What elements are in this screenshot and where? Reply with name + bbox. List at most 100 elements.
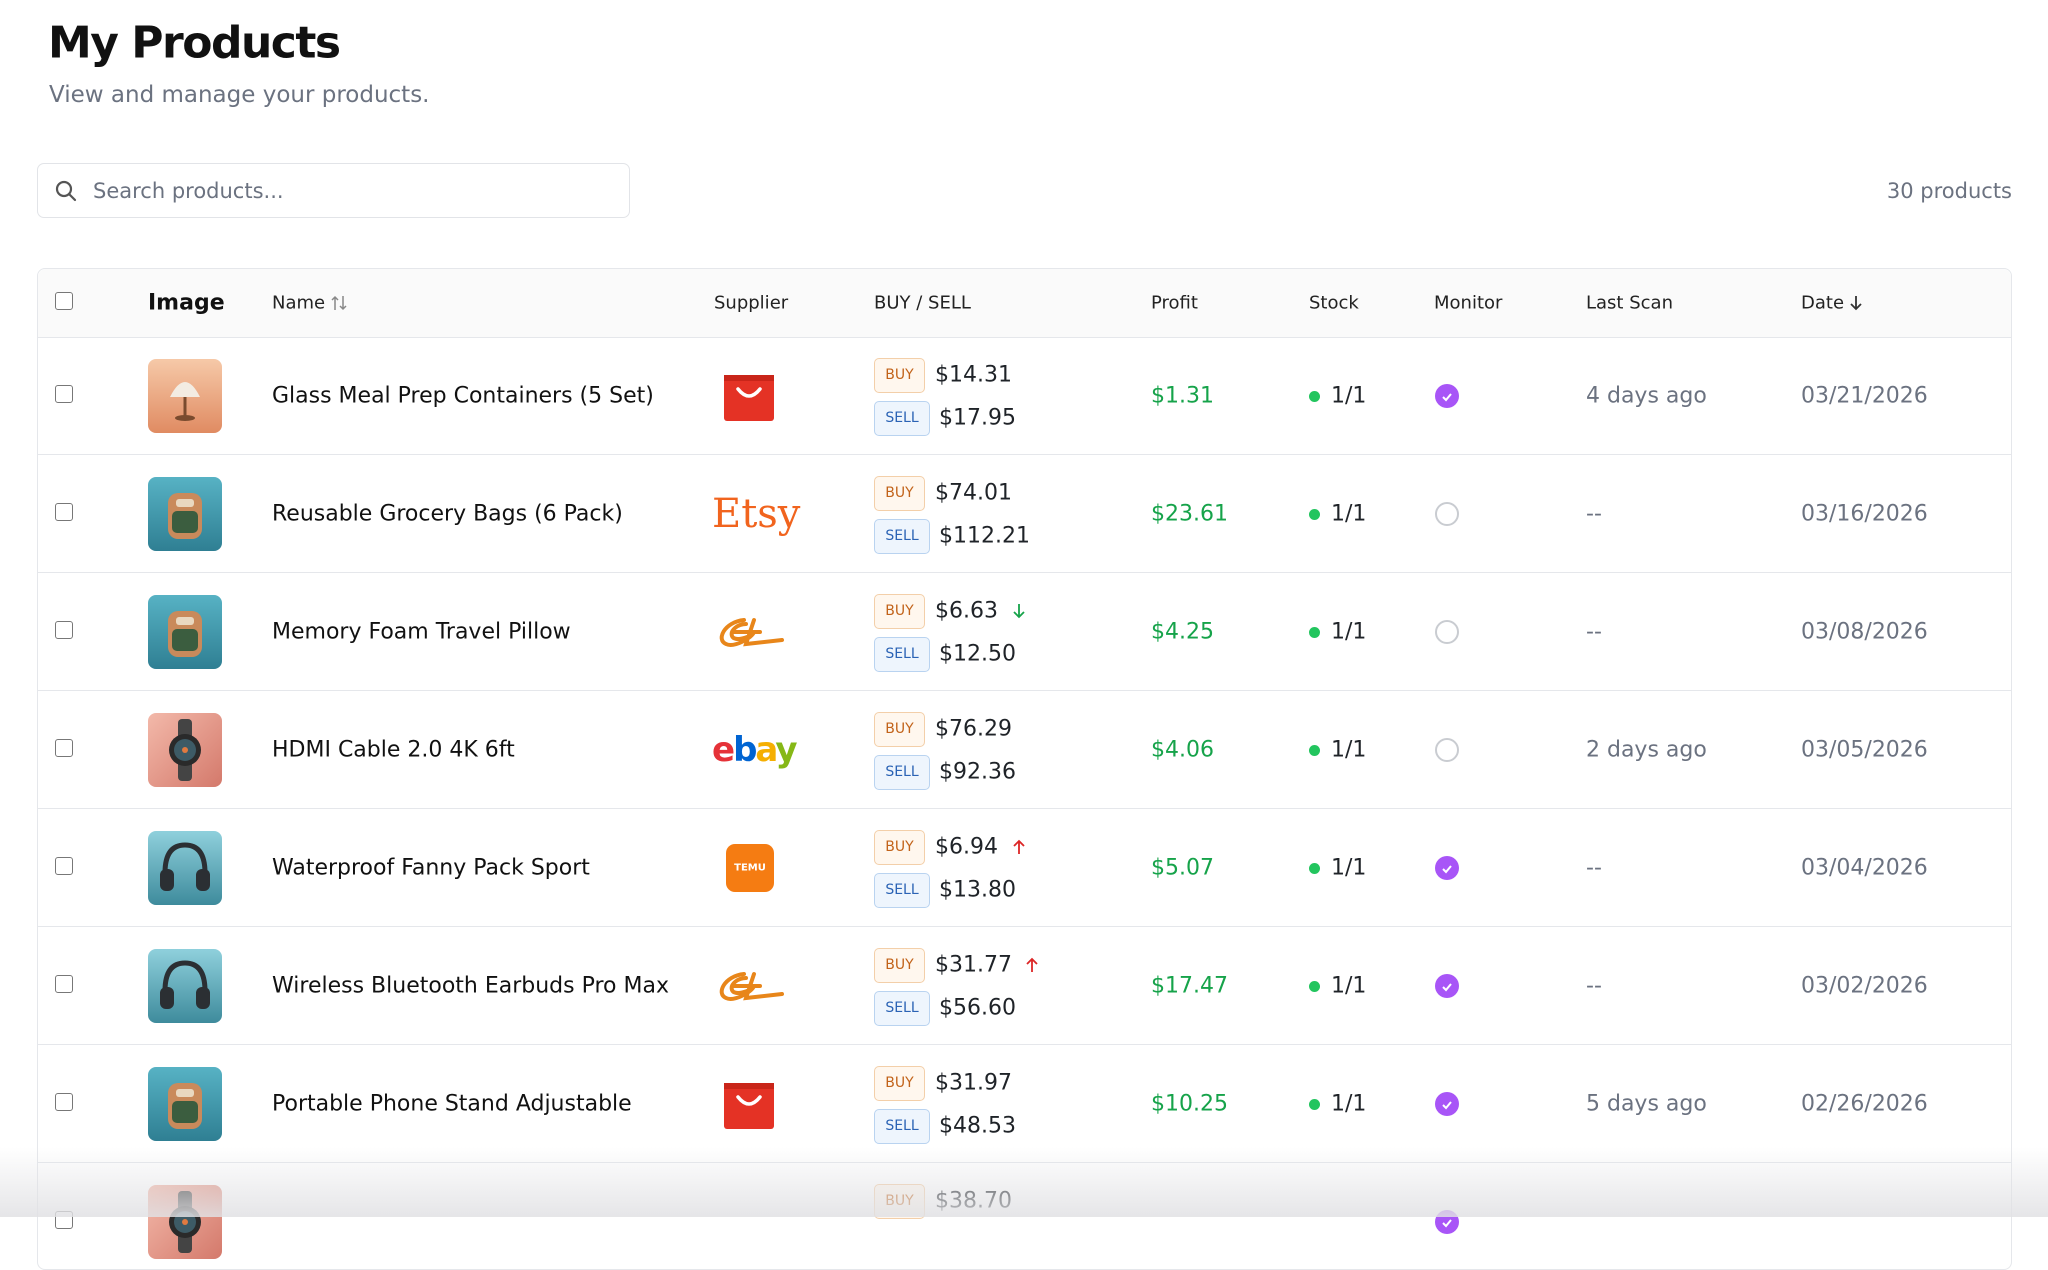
monitor-toggle[interactable]: [1435, 856, 1459, 880]
stock: 1/1: [1331, 383, 1367, 409]
product-name: Memory Foam Travel Pillow: [272, 619, 571, 645]
sell-price: $17.95: [939, 405, 1016, 431]
monitor-toggle[interactable]: [1435, 502, 1459, 526]
row-checkbox[interactable]: [55, 1093, 73, 1111]
column-header: BUY / SELL: [874, 292, 971, 314]
trend-arrow: [1012, 838, 1026, 860]
monitor-check-shape: [1442, 865, 1452, 874]
profit: $10.25: [1151, 1091, 1228, 1117]
product-image-shape: [172, 629, 198, 651]
monitor-toggle[interactable]: [1435, 974, 1459, 998]
stock-dot: [1309, 981, 1320, 992]
search-box[interactable]: [37, 163, 630, 218]
product-image: [148, 713, 222, 791]
supplier-logo-shape: [736, 1095, 762, 1106]
supplier-logo-text: TEMU: [734, 862, 766, 874]
monitor-check-graphic: [1442, 1101, 1452, 1110]
stock-dot: [1309, 863, 1320, 874]
column-header: Stock: [1309, 292, 1359, 314]
badge-label: BUY: [885, 603, 914, 619]
monitor-toggle[interactable]: [1435, 620, 1459, 644]
page-subtitle: View and manage your products.: [49, 82, 430, 108]
row-checkbox[interactable]: [55, 621, 73, 639]
stock: 1/1: [1331, 1091, 1367, 1117]
product-name: HDMI Cable 2.0 4K 6ft: [272, 737, 515, 763]
monitor-check-shape: [1442, 983, 1452, 992]
trend-arrow-graphic: [1013, 839, 1025, 854]
product-image-shape: [176, 617, 194, 625]
stock: 1/1: [1331, 855, 1367, 881]
column-header[interactable]: Date: [1801, 292, 1845, 314]
sort-icon-shape: [331, 295, 347, 311]
supplier-logo-shape: [724, 1083, 774, 1089]
row-checkbox[interactable]: [55, 739, 73, 757]
table: [37, 268, 2012, 1270]
profit: $4.06: [1151, 737, 1214, 763]
product-image-graphic: [148, 831, 222, 905]
last-scan: --: [1586, 619, 1602, 645]
price-badge: SELL: [874, 519, 930, 554]
profit: $5.07: [1151, 855, 1214, 881]
sell-price: $48.53: [939, 1113, 1016, 1139]
date: 03/21/2026: [1801, 383, 1928, 409]
column-header: Supplier: [714, 292, 789, 314]
product-image-shape: [160, 869, 174, 891]
row-checkbox[interactable]: [55, 857, 73, 875]
column-header: Last Scan: [1586, 292, 1673, 314]
column-header[interactable]: Name: [272, 292, 326, 314]
monitor-check: [1440, 1097, 1454, 1116]
monitor-toggle[interactable]: [1435, 1092, 1459, 1116]
monitor-check-shape: [1442, 1219, 1452, 1228]
row-divider: [38, 1044, 2011, 1045]
last-scan: --: [1586, 501, 1602, 527]
trend-arrow-graphic: [1026, 957, 1038, 972]
trend-arrow-shape: [1013, 839, 1025, 854]
product-image-shape: [172, 1101, 198, 1123]
product-image-graphic: [148, 595, 222, 669]
product-image: [148, 595, 222, 673]
last-scan: --: [1586, 855, 1602, 881]
sell-price: $12.50: [939, 641, 1016, 667]
product-image-shape: [162, 960, 208, 992]
product-image-graphic: [148, 477, 222, 551]
monitor-toggle[interactable]: [1435, 738, 1459, 762]
product-image: [148, 1067, 222, 1145]
monitor-check-shape: [1442, 1101, 1452, 1110]
last-scan: 4 days ago: [1586, 383, 1707, 409]
stock-dot: [1309, 745, 1320, 756]
date: 02/26/2026: [1801, 1091, 1928, 1117]
supplier-logo: [723, 369, 775, 427]
price-badge: SELL: [874, 873, 930, 908]
last-scan: --: [1586, 973, 1602, 999]
search-icon: [54, 179, 78, 207]
buy-price: $14.31: [935, 362, 1012, 388]
supplier-logo-text: ebay: [712, 730, 798, 770]
logo-letter: b: [733, 730, 757, 770]
select-all-checkbox[interactable]: [55, 292, 73, 310]
product-image-graphic: [148, 359, 222, 433]
product-image: [148, 831, 222, 909]
row-checkbox[interactable]: [55, 975, 73, 993]
price-badge: SELL: [874, 755, 930, 790]
supplier-logo-shape: [719, 618, 784, 647]
badge-label: SELL: [885, 1000, 919, 1016]
row-divider: [38, 926, 2011, 927]
bottom-fade: [0, 1147, 2048, 1217]
column-header: Image: [148, 290, 225, 316]
product-image: [148, 949, 222, 1027]
monitor-check: [1440, 1215, 1454, 1234]
row-checkbox[interactable]: [55, 385, 73, 403]
row-divider: [38, 690, 2011, 691]
supplier-logo-shape: [719, 972, 784, 1001]
product-image-shape: [196, 869, 210, 891]
badge-label: BUY: [885, 839, 914, 855]
sell-price: $112.21: [939, 523, 1030, 549]
supplier-logo-shape: [724, 375, 774, 381]
price-badge: SELL: [874, 991, 930, 1026]
monitor-toggle[interactable]: [1435, 384, 1459, 408]
product-image-shape: [196, 987, 210, 1009]
row-checkbox[interactable]: [55, 503, 73, 521]
product-image-shape: [175, 415, 195, 421]
stock-dot: [1309, 1099, 1320, 1110]
badge-label: SELL: [885, 1118, 919, 1134]
